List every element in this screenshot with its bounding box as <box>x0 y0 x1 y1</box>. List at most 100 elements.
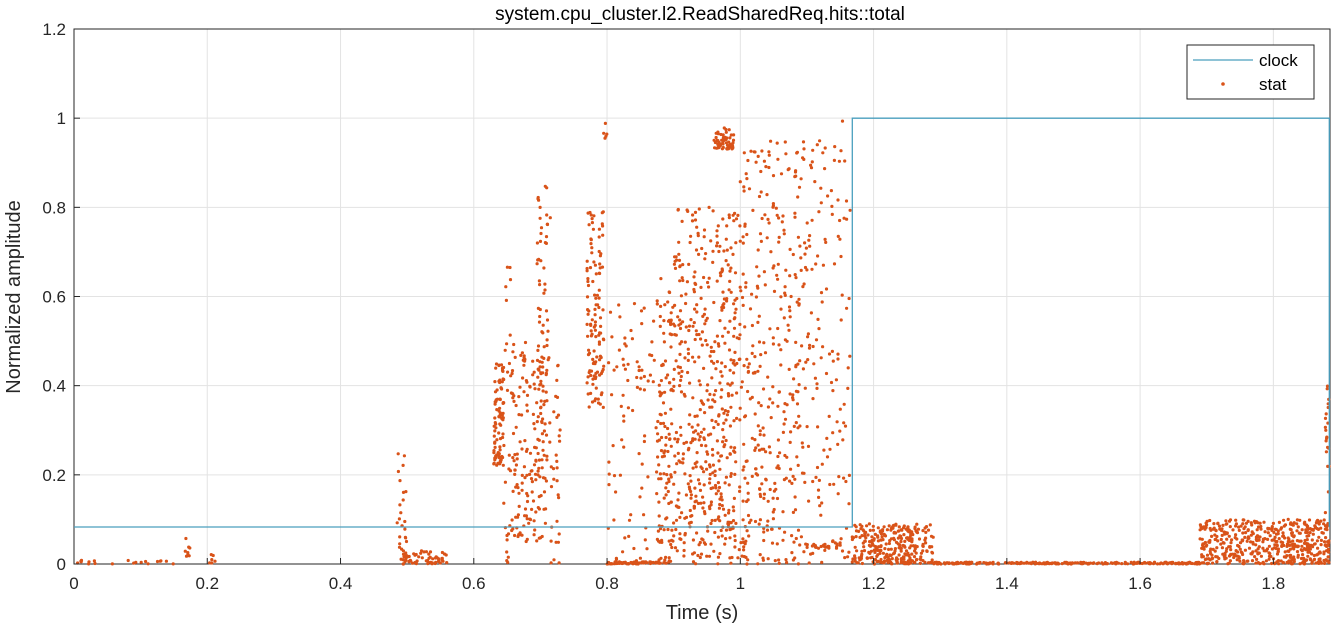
stat-point <box>743 325 747 329</box>
stat-point <box>585 381 589 385</box>
stat-point <box>703 322 707 326</box>
stat-point <box>695 225 699 229</box>
stat-point <box>593 293 597 297</box>
stat-point <box>804 246 809 250</box>
stat-point <box>501 416 505 420</box>
stat-point <box>777 240 781 244</box>
stat-point <box>740 380 744 384</box>
stat-point <box>623 536 627 540</box>
stat-point <box>732 219 736 223</box>
stat-point <box>1064 561 1068 565</box>
stat-point <box>680 276 684 280</box>
stat-point <box>901 555 906 559</box>
stat-point <box>543 288 547 292</box>
stat-point <box>1322 518 1326 522</box>
stat-point <box>597 342 602 346</box>
stat-point <box>914 529 918 533</box>
stat-point <box>732 359 736 363</box>
stat-point <box>824 240 828 244</box>
stat-point <box>766 375 770 379</box>
stat-point <box>693 437 697 441</box>
stat-point <box>904 553 908 557</box>
stat-point <box>510 369 515 373</box>
stat-point <box>741 303 745 307</box>
stat-point <box>1286 517 1290 522</box>
stat-point <box>589 334 594 338</box>
stat-point <box>513 355 517 359</box>
stat-point <box>880 560 885 565</box>
stat-point <box>1302 541 1307 546</box>
stat-point <box>706 452 710 456</box>
stat-point <box>492 462 496 466</box>
stat-point <box>699 552 704 556</box>
stat-point <box>1186 561 1190 565</box>
stat-point <box>676 365 680 369</box>
stat-point <box>657 477 661 481</box>
stat-point <box>506 370 510 374</box>
stat-point <box>713 340 717 344</box>
stat-point <box>549 539 553 543</box>
stat-point <box>745 177 749 181</box>
stat-point <box>693 218 698 222</box>
stat-point <box>838 429 842 433</box>
stat-point <box>536 473 540 477</box>
stat-point <box>1317 535 1321 539</box>
stat-point <box>727 216 732 220</box>
stat-point <box>1269 561 1274 566</box>
stat-point <box>536 197 540 201</box>
stat-point <box>656 529 661 533</box>
stat-point <box>875 559 879 564</box>
stat-point <box>617 303 621 307</box>
stat-point <box>741 272 745 276</box>
stat-point <box>799 535 804 539</box>
stat-point <box>601 367 605 372</box>
stat-point <box>1196 560 1200 565</box>
legend-box <box>1186 44 1315 100</box>
stat-point <box>694 329 698 333</box>
stat-point <box>213 559 217 563</box>
stat-point <box>691 396 695 400</box>
stat-point <box>1222 541 1226 545</box>
stat-point <box>721 290 725 294</box>
stat-point <box>538 283 542 287</box>
stat-point <box>769 250 773 254</box>
stat-point <box>403 535 407 539</box>
stat-point <box>737 548 741 552</box>
stat-point <box>811 397 815 401</box>
stat-point <box>712 426 716 430</box>
stat-point <box>723 365 727 369</box>
stat-point <box>1227 519 1232 523</box>
stat-point <box>802 157 806 161</box>
stat-point <box>401 463 405 467</box>
stat-point <box>1310 560 1314 564</box>
stat-point <box>532 370 536 374</box>
stat-point <box>513 533 517 538</box>
stat-point <box>404 539 409 544</box>
stat-point <box>706 383 710 387</box>
stat-point <box>694 494 698 498</box>
stat-point <box>662 319 666 323</box>
stat-point <box>742 442 746 446</box>
stat-point <box>726 147 731 151</box>
stat-point <box>733 446 737 450</box>
stat-point <box>537 279 542 283</box>
stat-point <box>772 289 777 293</box>
stat-point <box>514 425 518 429</box>
stat-point <box>1231 528 1235 532</box>
stat-point <box>607 562 611 566</box>
stat-point <box>1105 562 1109 566</box>
stat-point <box>749 149 753 153</box>
stat-point <box>840 119 845 123</box>
stat-point <box>1310 538 1314 542</box>
stat-point <box>759 239 764 243</box>
stat-point <box>690 439 695 443</box>
stat-point <box>657 438 662 442</box>
stat-point <box>760 482 764 486</box>
stat-point <box>838 218 842 223</box>
stat-point <box>630 337 635 341</box>
stat-point <box>887 547 891 552</box>
stat-point <box>557 532 561 536</box>
stat-point <box>791 510 796 514</box>
stat-point <box>712 361 716 365</box>
